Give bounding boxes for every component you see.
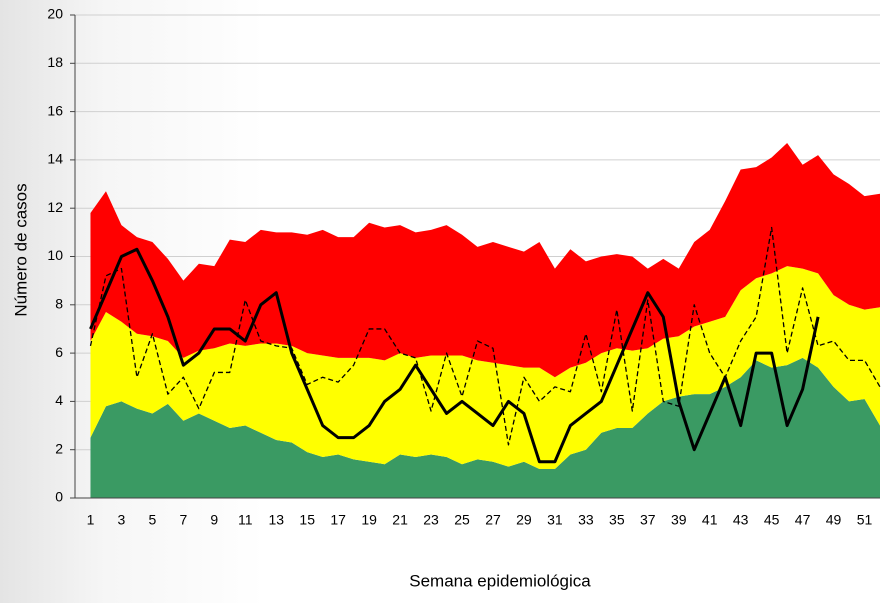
x-tick-label: 15 bbox=[299, 512, 315, 528]
y-tick-label: 2 bbox=[55, 440, 63, 456]
y-tick-label: 10 bbox=[47, 247, 63, 263]
x-tick-label: 17 bbox=[330, 512, 346, 528]
x-tick-label: 25 bbox=[454, 512, 470, 528]
x-tick-label: 1 bbox=[87, 512, 95, 528]
x-tick-label: 29 bbox=[516, 512, 532, 528]
y-tick-label: 16 bbox=[47, 102, 63, 118]
x-tick-label: 5 bbox=[149, 512, 157, 528]
dashed-line bbox=[89, 226, 881, 446]
x-tick-label: 43 bbox=[733, 512, 749, 528]
x-tick-label: 45 bbox=[764, 512, 780, 528]
x-tick-label: 47 bbox=[795, 512, 811, 528]
x-tick-label: 35 bbox=[609, 512, 625, 528]
x-tick-label: 27 bbox=[485, 512, 501, 528]
x-tick-label: 7 bbox=[179, 512, 187, 528]
area-band bbox=[90, 142, 880, 378]
y-tick-label: 0 bbox=[55, 489, 63, 505]
y-tick-label: 8 bbox=[55, 296, 63, 312]
area-band bbox=[90, 357, 880, 498]
x-tick-label: 37 bbox=[640, 512, 656, 528]
x-tick-label: 51 bbox=[857, 512, 873, 528]
y-tick-label: 4 bbox=[55, 392, 63, 408]
x-tick-label: 31 bbox=[547, 512, 563, 528]
y-tick-label: 18 bbox=[47, 54, 63, 70]
solid-line bbox=[89, 247, 820, 464]
x-tick-label: 39 bbox=[671, 512, 687, 528]
x-tick-label: 41 bbox=[702, 512, 718, 528]
x-tick-label: 13 bbox=[268, 512, 284, 528]
y-tick-label: 14 bbox=[47, 151, 63, 167]
x-tick-label: 49 bbox=[826, 512, 842, 528]
x-tick-label: 9 bbox=[210, 512, 218, 528]
x-tick-label: 21 bbox=[392, 512, 408, 528]
y-tick-label: 20 bbox=[47, 6, 63, 22]
x-tick-label: 19 bbox=[361, 512, 377, 528]
x-tick-label: 3 bbox=[118, 512, 126, 528]
x-axis-title: Semana epidemiológica bbox=[409, 571, 591, 590]
x-tick-label: 23 bbox=[423, 512, 439, 528]
x-tick-label: 33 bbox=[578, 512, 594, 528]
area-band bbox=[90, 266, 880, 470]
y-tick-label: 6 bbox=[55, 344, 63, 360]
x-tick-label: 11 bbox=[238, 512, 253, 528]
y-tick-label: 12 bbox=[47, 199, 63, 215]
y-axis-title: Número de casos bbox=[11, 183, 30, 316]
